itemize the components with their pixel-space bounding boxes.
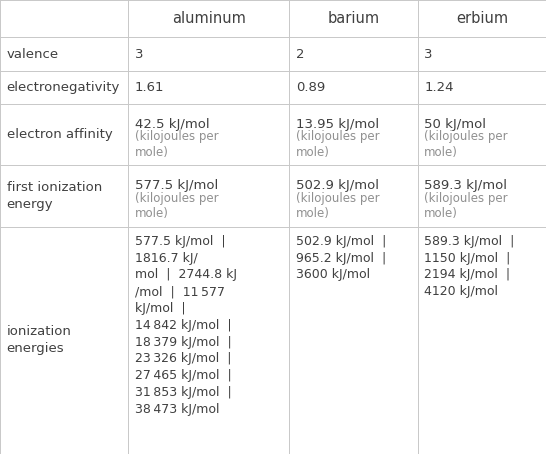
Text: (kilojoules per
mole): (kilojoules per mole) — [296, 192, 379, 220]
Text: 50 kJ/mol: 50 kJ/mol — [424, 118, 486, 131]
Text: electron affinity: electron affinity — [7, 128, 112, 141]
Text: (kilojoules per
mole): (kilojoules per mole) — [296, 130, 379, 159]
Text: ionization
energies: ionization energies — [7, 325, 72, 355]
Text: 502.9 kJ/mol  |
965.2 kJ/mol  |
3600 kJ/mol: 502.9 kJ/mol | 965.2 kJ/mol | 3600 kJ/mo… — [296, 235, 387, 281]
Text: first ionization
energy: first ionization energy — [7, 181, 102, 211]
Text: 3: 3 — [135, 48, 144, 61]
Text: (kilojoules per
mole): (kilojoules per mole) — [424, 192, 508, 220]
Text: (kilojoules per
mole): (kilojoules per mole) — [135, 192, 218, 220]
Text: 1.24: 1.24 — [424, 81, 454, 94]
Text: 589.3 kJ/mol: 589.3 kJ/mol — [424, 179, 507, 192]
Text: (kilojoules per
mole): (kilojoules per mole) — [424, 130, 508, 159]
Text: 577.5 kJ/mol  |
1816.7 kJ/
mol  |  2744.8 kJ
/mol  |  11 577
kJ/mol  |
14 842 kJ: 577.5 kJ/mol | 1816.7 kJ/ mol | 2744.8 k… — [135, 235, 237, 416]
Text: electronegativity: electronegativity — [7, 81, 120, 94]
Text: erbium: erbium — [456, 11, 508, 26]
Text: (kilojoules per
mole): (kilojoules per mole) — [135, 130, 218, 159]
Text: 2: 2 — [296, 48, 305, 61]
Text: barium: barium — [328, 11, 379, 26]
Text: 42.5 kJ/mol: 42.5 kJ/mol — [135, 118, 210, 131]
Text: 502.9 kJ/mol: 502.9 kJ/mol — [296, 179, 379, 192]
Text: 1.61: 1.61 — [135, 81, 164, 94]
Text: aluminum: aluminum — [172, 11, 246, 26]
Text: 0.89: 0.89 — [296, 81, 325, 94]
Text: 577.5 kJ/mol: 577.5 kJ/mol — [135, 179, 218, 192]
Text: 3: 3 — [424, 48, 433, 61]
Text: valence: valence — [7, 48, 58, 61]
Text: 589.3 kJ/mol  |
1150 kJ/mol  |
2194 kJ/mol  |
4120 kJ/mol: 589.3 kJ/mol | 1150 kJ/mol | 2194 kJ/mol… — [424, 235, 515, 298]
Text: 13.95 kJ/mol: 13.95 kJ/mol — [296, 118, 379, 131]
